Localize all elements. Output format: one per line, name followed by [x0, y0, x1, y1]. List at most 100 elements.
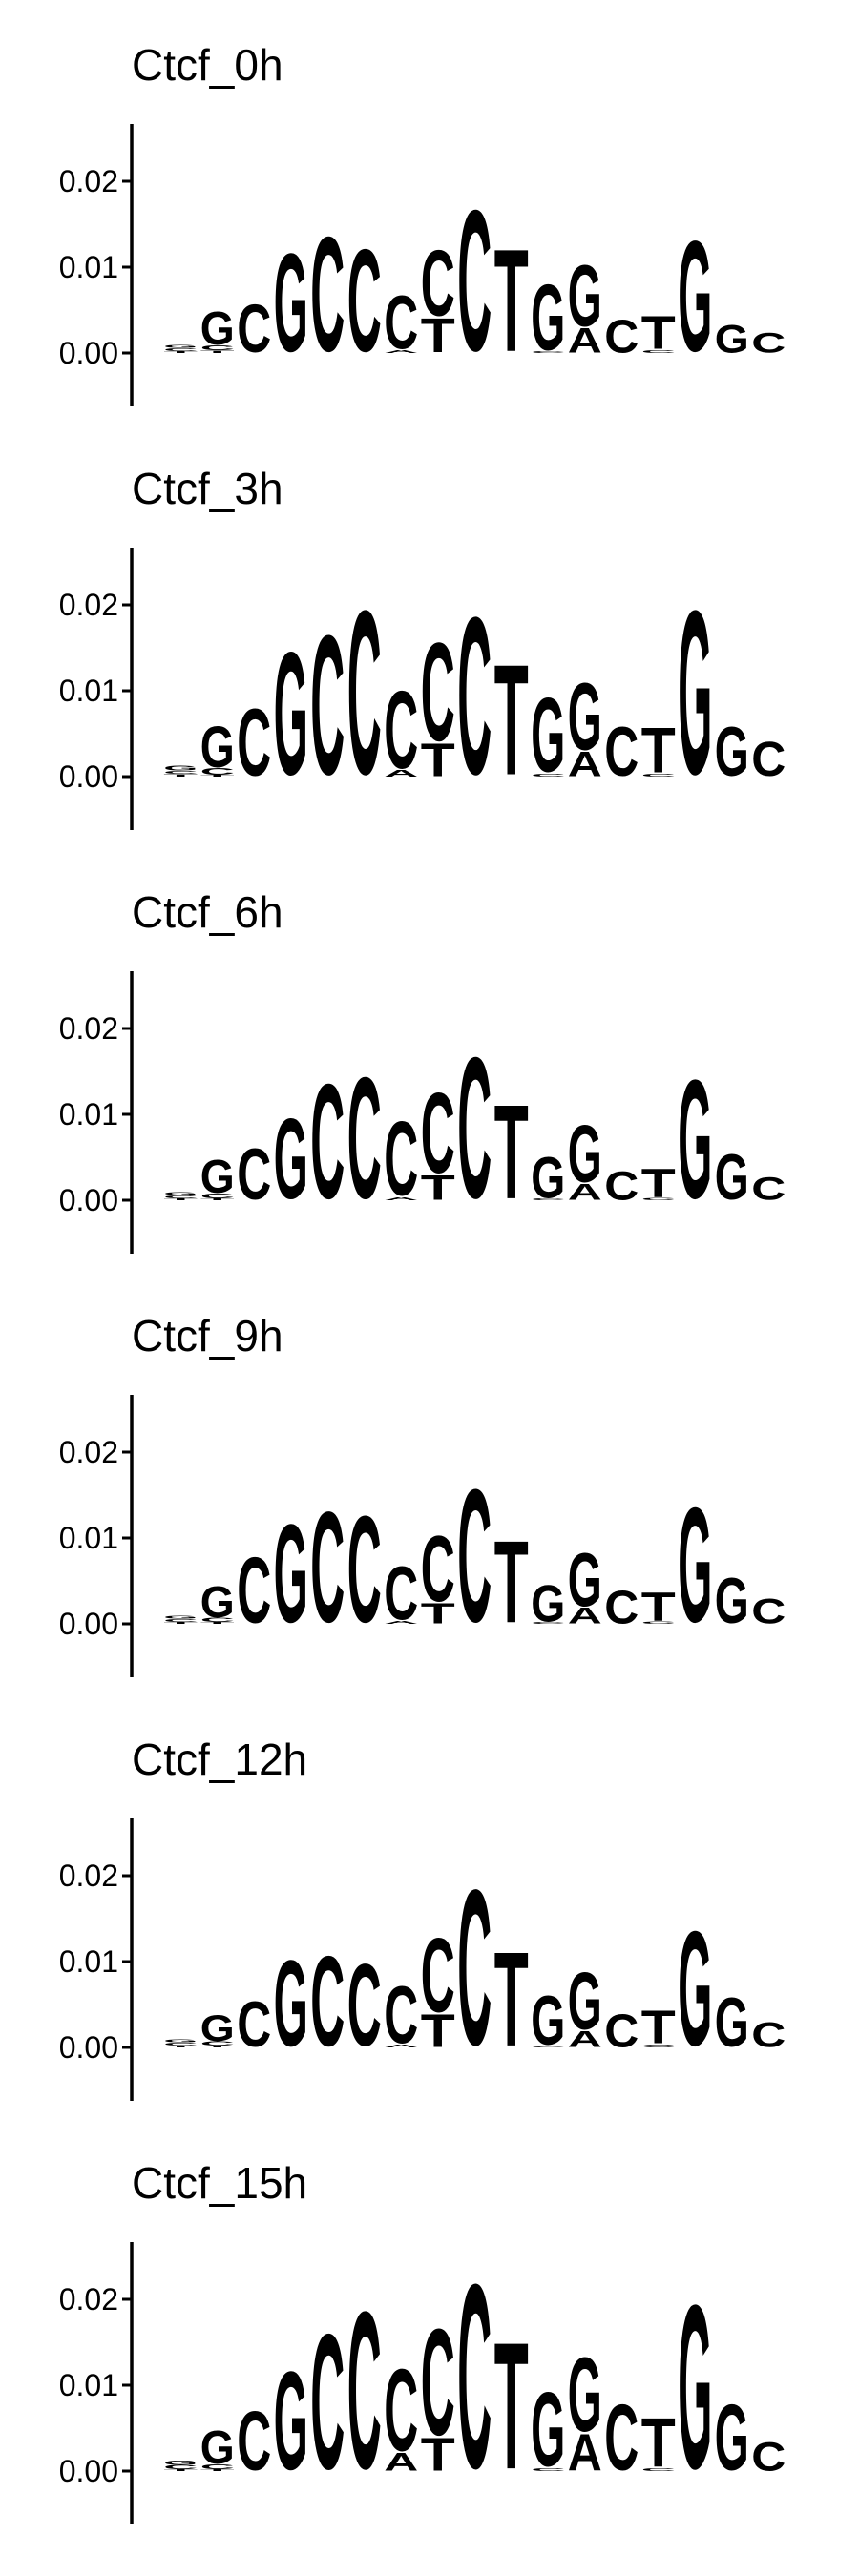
logo-letter-C: C	[200, 1192, 235, 1199]
logo-letter-C: C	[163, 2464, 198, 2471]
logo-letter-C: C	[641, 2467, 676, 2473]
logo-letter-G: G	[531, 1574, 565, 1633]
logo-letter-T: T	[163, 351, 199, 354]
logo-letter-C: C	[310, 203, 345, 385]
logo-letter-G: G	[274, 1496, 308, 1653]
logo-letter-G: G	[274, 225, 308, 383]
logo-letter-C: C	[384, 668, 418, 792]
logo-letter-G: G	[163, 2460, 198, 2466]
logo-letter-T: T	[641, 307, 676, 359]
logo-letter-G: G	[678, 1047, 712, 1235]
logo-letter-C: C	[163, 1195, 198, 1200]
logo-letter-C: C	[457, 1016, 492, 1240]
logo-letter-C: C	[531, 351, 565, 354]
logo-letter-C: C	[457, 169, 492, 393]
logo-letter-C: C	[531, 1198, 565, 1201]
logo-letter-C: C	[347, 2266, 382, 2517]
logo-letter-C: C	[531, 2046, 565, 2048]
y-tick-label: 0.00	[59, 2454, 118, 2488]
logo-letter-C: C	[421, 1518, 455, 1621]
logo-letter-G: G	[200, 2422, 235, 2474]
logo-letter-A: A	[568, 1179, 602, 1205]
logo-letter-C: C	[604, 2005, 639, 2058]
logo-letter-T: T	[494, 1923, 529, 2074]
logo-letter-C: C	[641, 1621, 676, 1625]
logo-letter-C: C	[531, 773, 565, 779]
logo-letter-A: A	[568, 745, 602, 784]
y-tick-label: 0.00	[59, 759, 118, 794]
y-tick-label: 0.02	[59, 1435, 118, 1469]
logo-letter-C: C	[163, 347, 198, 353]
y-tick-label: 0.00	[59, 1183, 118, 1217]
logo-letter-T: T	[163, 2469, 199, 2472]
logo-letter-T: T	[421, 2005, 455, 2057]
logo-letter-C: C	[604, 713, 639, 791]
logo-letter-C: C	[457, 1449, 492, 1661]
logo-letter-C: C	[641, 773, 676, 779]
logo-letter-C: C	[237, 1540, 271, 1643]
logo-letter-C: C	[531, 2467, 565, 2473]
logo-letter-C: C	[421, 233, 455, 336]
logo-letter-C: C	[641, 2044, 676, 2049]
logo-letter-G: G	[163, 2038, 198, 2044]
logo-letter-C: C	[604, 311, 639, 364]
logo-letter-T: T	[494, 218, 529, 383]
logo-letter-C: C	[347, 1940, 382, 2071]
logo-letter-G: G	[568, 248, 602, 345]
logo-letter-T: T	[494, 1076, 529, 1227]
logo-letter-T: T	[163, 2046, 199, 2048]
logo-letter-T: T	[494, 2305, 529, 2507]
y-tick-label: 0.02	[59, 2282, 118, 2316]
panel-title: Ctcf_15h	[132, 2158, 307, 2208]
logo-letter-C: C	[200, 2041, 235, 2047]
logo-letter-C: C	[347, 220, 382, 384]
logo-letter-C: C	[457, 571, 492, 822]
logo-letter-T: T	[200, 1622, 236, 1625]
logo-letter-T: T	[421, 308, 455, 364]
y-tick-label: 0.01	[59, 1944, 118, 1979]
logo-letter-C: C	[751, 1592, 786, 1631]
logo-letter-G: G	[163, 343, 198, 349]
logo-letter-G: G	[531, 1982, 565, 2061]
logo-letter-T: T	[421, 1169, 455, 1207]
logo-letter-T: T	[200, 2046, 236, 2048]
y-tick-label: 0.01	[59, 1097, 118, 1132]
logo-letter-T: T	[163, 1198, 199, 1201]
y-tick-label: 0.00	[59, 2030, 118, 2065]
y-tick-label: 0.00	[59, 1607, 118, 1641]
logo-letter-C: C	[384, 1551, 418, 1636]
logo-letter-T: T	[421, 735, 455, 786]
logo-letter-G: G	[274, 2343, 308, 2501]
logo-letter-G: G	[163, 764, 198, 772]
logo-letter-A: A	[384, 2448, 418, 2477]
logo-letter-T: T	[641, 2002, 676, 2053]
logo-letter-C: C	[384, 1102, 418, 1218]
y-tick-label: 0.02	[59, 1011, 118, 1046]
logo-letter-G: G	[715, 317, 749, 361]
logo-letter-T: T	[421, 1597, 455, 1631]
logo-letter-G: G	[531, 1146, 565, 1211]
logo-letter-T: T	[163, 1622, 199, 1625]
logo-letter-G: G	[274, 1937, 308, 2072]
logo-letter-C: C	[531, 1622, 565, 1625]
logo-letter-G: G	[531, 2370, 565, 2488]
logo-letter-C: C	[200, 1617, 235, 1624]
logo-letter-G: G	[715, 1143, 749, 1215]
logo-letter-C: C	[751, 2434, 786, 2480]
panel-title: Ctcf_0h	[132, 40, 283, 90]
logo-letter-T: T	[200, 1198, 236, 1201]
logo-letter-T: T	[163, 774, 199, 778]
logo-letter-T: T	[200, 2469, 236, 2472]
logo-letter-C: C	[310, 1050, 345, 1233]
logo-letter-T: T	[421, 2429, 455, 2481]
logo-letter-A: A	[384, 1196, 418, 1202]
y-tick-label: 0.01	[59, 250, 118, 284]
logo-letter-C: C	[237, 688, 271, 796]
logo-letter-G: G	[200, 1577, 235, 1627]
logo-letter-G: G	[200, 716, 235, 780]
logo-letter-C: C	[641, 349, 676, 355]
logo-letter-T: T	[200, 775, 236, 778]
